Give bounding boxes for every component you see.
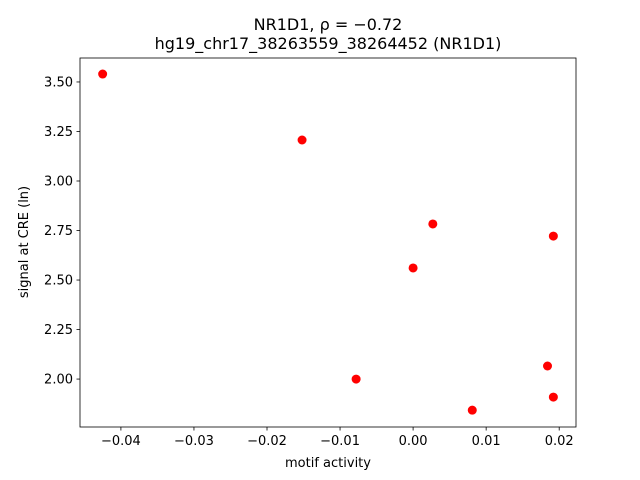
x-tick-label: −0.04 (101, 434, 141, 449)
plot-frame (79, 57, 577, 428)
point (351, 374, 361, 384)
x-axis-label: motif activity (285, 456, 371, 471)
point (548, 392, 558, 402)
chart-title: NR1D1, ρ = −0.72 (254, 15, 403, 34)
y-axis-label: signal at CRE (ln) (17, 186, 32, 298)
y-tick-label: 2.25 (44, 323, 73, 338)
point (467, 405, 477, 415)
point (408, 263, 418, 273)
y-tick-label: 2.00 (44, 373, 73, 388)
x-tick-label: −0.02 (247, 434, 287, 449)
point (428, 219, 438, 229)
point (297, 135, 307, 145)
y-tick-label: 3.25 (44, 125, 73, 140)
x-tick-label: 0.02 (545, 434, 574, 449)
y-tick-label: 3.50 (44, 75, 73, 90)
x-tick-label: 0.01 (472, 434, 501, 449)
x-tick-label: 0.00 (399, 434, 428, 449)
y-tick-label: 2.50 (44, 274, 73, 289)
y-tick-label: 2.75 (44, 224, 73, 239)
point (548, 231, 558, 241)
x-tick-label: −0.01 (320, 434, 360, 449)
x-tick-label: −0.03 (174, 434, 214, 449)
y-tick-label: 3.00 (44, 175, 73, 190)
point (98, 69, 108, 79)
point (543, 361, 553, 371)
chart-subtitle: hg19_chr17_38263559_38264452 (NR1D1) (155, 34, 502, 54)
